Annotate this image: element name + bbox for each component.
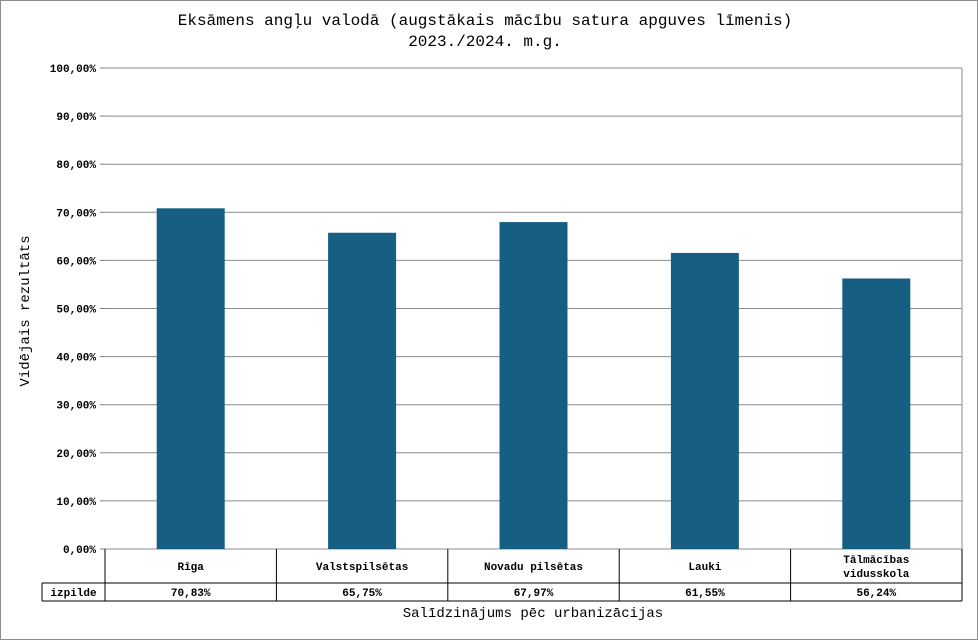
bar [670, 252, 739, 549]
table-value: 67,97% [514, 588, 554, 600]
y-tick-label: 80,00% [56, 160, 96, 172]
x-axis-label: Salīdzinājums pēc urbanizācijas [403, 606, 663, 622]
y-tick-label: 100,00% [50, 64, 97, 76]
y-tick-label: 40,00% [56, 353, 96, 365]
category-label: Rīga [177, 562, 204, 574]
y-tick-label: 60,00% [56, 256, 96, 268]
y-tick-labels: 0,00% 10,00% 20,00% 30,00% 40,00% 50,00% 60,00… [50, 64, 97, 557]
bar [842, 278, 911, 549]
table-value: 70,83% [171, 588, 211, 600]
y-tick-label: 50,00% [56, 305, 96, 317]
category-label: Novadu pilsētas [484, 562, 583, 574]
category-label: Tālmācības [843, 555, 909, 567]
table-series-label: izpilde [50, 588, 97, 600]
bars [156, 208, 911, 550]
table-value: 61,55% [685, 588, 725, 600]
y-tick-label: 30,00% [56, 401, 96, 413]
y-tick-label: 20,00% [56, 449, 96, 461]
bar [328, 232, 397, 549]
chart-title: Eksāmens angļu valodā (augstākais mācību… [178, 12, 793, 30]
y-tick-label: 90,00% [56, 112, 96, 124]
bar [156, 208, 225, 550]
y-tick-label: 70,00% [56, 208, 96, 220]
table-value: 65,75% [342, 588, 382, 600]
category-label: Lauki [688, 562, 721, 574]
bar [499, 222, 568, 549]
chart-subtitle: 2023./2024. m.g. [408, 33, 562, 51]
data-table: izpilde Rīga 70,83% Valstspilsētas 65,75% Nov… [41, 549, 963, 602]
y-tick-label: 10,00% [56, 497, 96, 509]
y-axis-label: Vidējais rezultāts [18, 235, 34, 386]
category-label: vidusskola [843, 569, 909, 581]
y-tick-label: 0,00% [63, 545, 96, 557]
category-label: Valstspilsētas [316, 562, 408, 574]
table-value: 56,24% [856, 588, 896, 600]
